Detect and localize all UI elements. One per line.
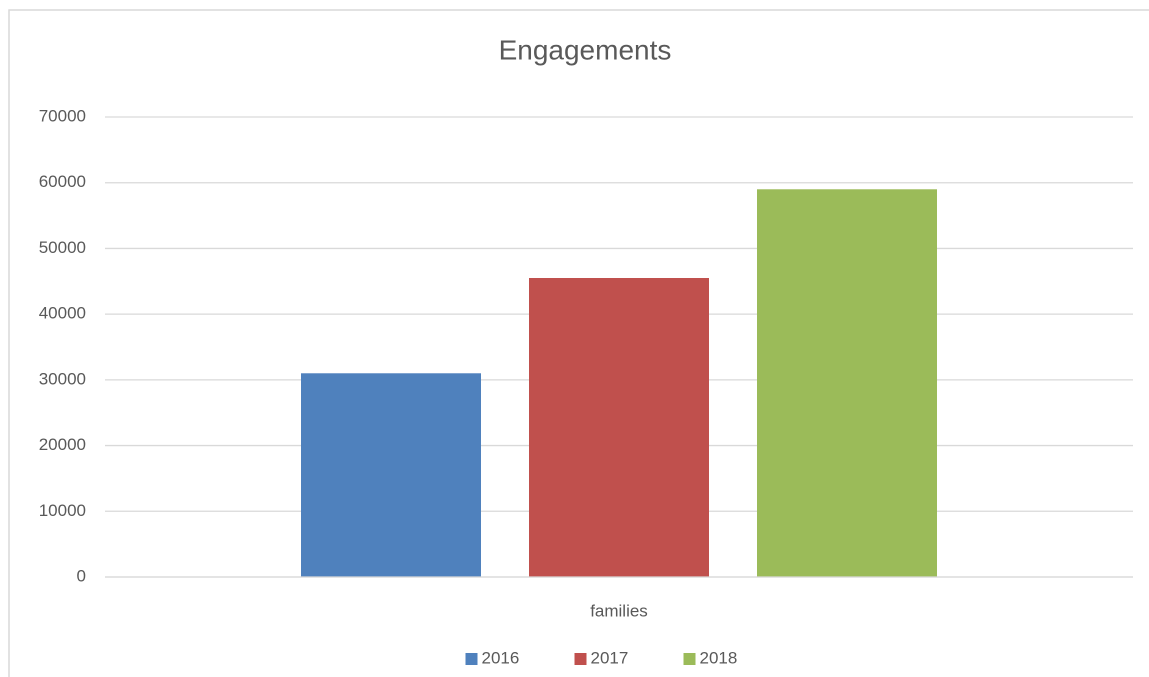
y-tick-label: 30000 — [39, 369, 86, 388]
chart-title: Engagements — [499, 34, 672, 65]
bar — [757, 189, 937, 578]
bar — [529, 278, 709, 577]
x-tick-label: families — [590, 601, 648, 620]
y-tick-label: 20000 — [39, 435, 86, 454]
y-tick-label: 0 — [77, 566, 86, 585]
y-tick-label: 70000 — [39, 106, 86, 125]
legend-label: 2018 — [700, 648, 738, 667]
legend-label: 2016 — [482, 648, 520, 667]
y-tick-label: 40000 — [39, 304, 86, 323]
y-tick-label: 60000 — [39, 172, 86, 191]
y-tick-label: 50000 — [39, 238, 86, 257]
legend-swatch — [683, 653, 696, 665]
y-tick-label: 10000 — [39, 501, 86, 520]
legend-swatch — [465, 653, 478, 665]
bar — [301, 373, 481, 577]
legend-swatch — [574, 653, 587, 665]
legend-label: 2017 — [591, 648, 629, 667]
